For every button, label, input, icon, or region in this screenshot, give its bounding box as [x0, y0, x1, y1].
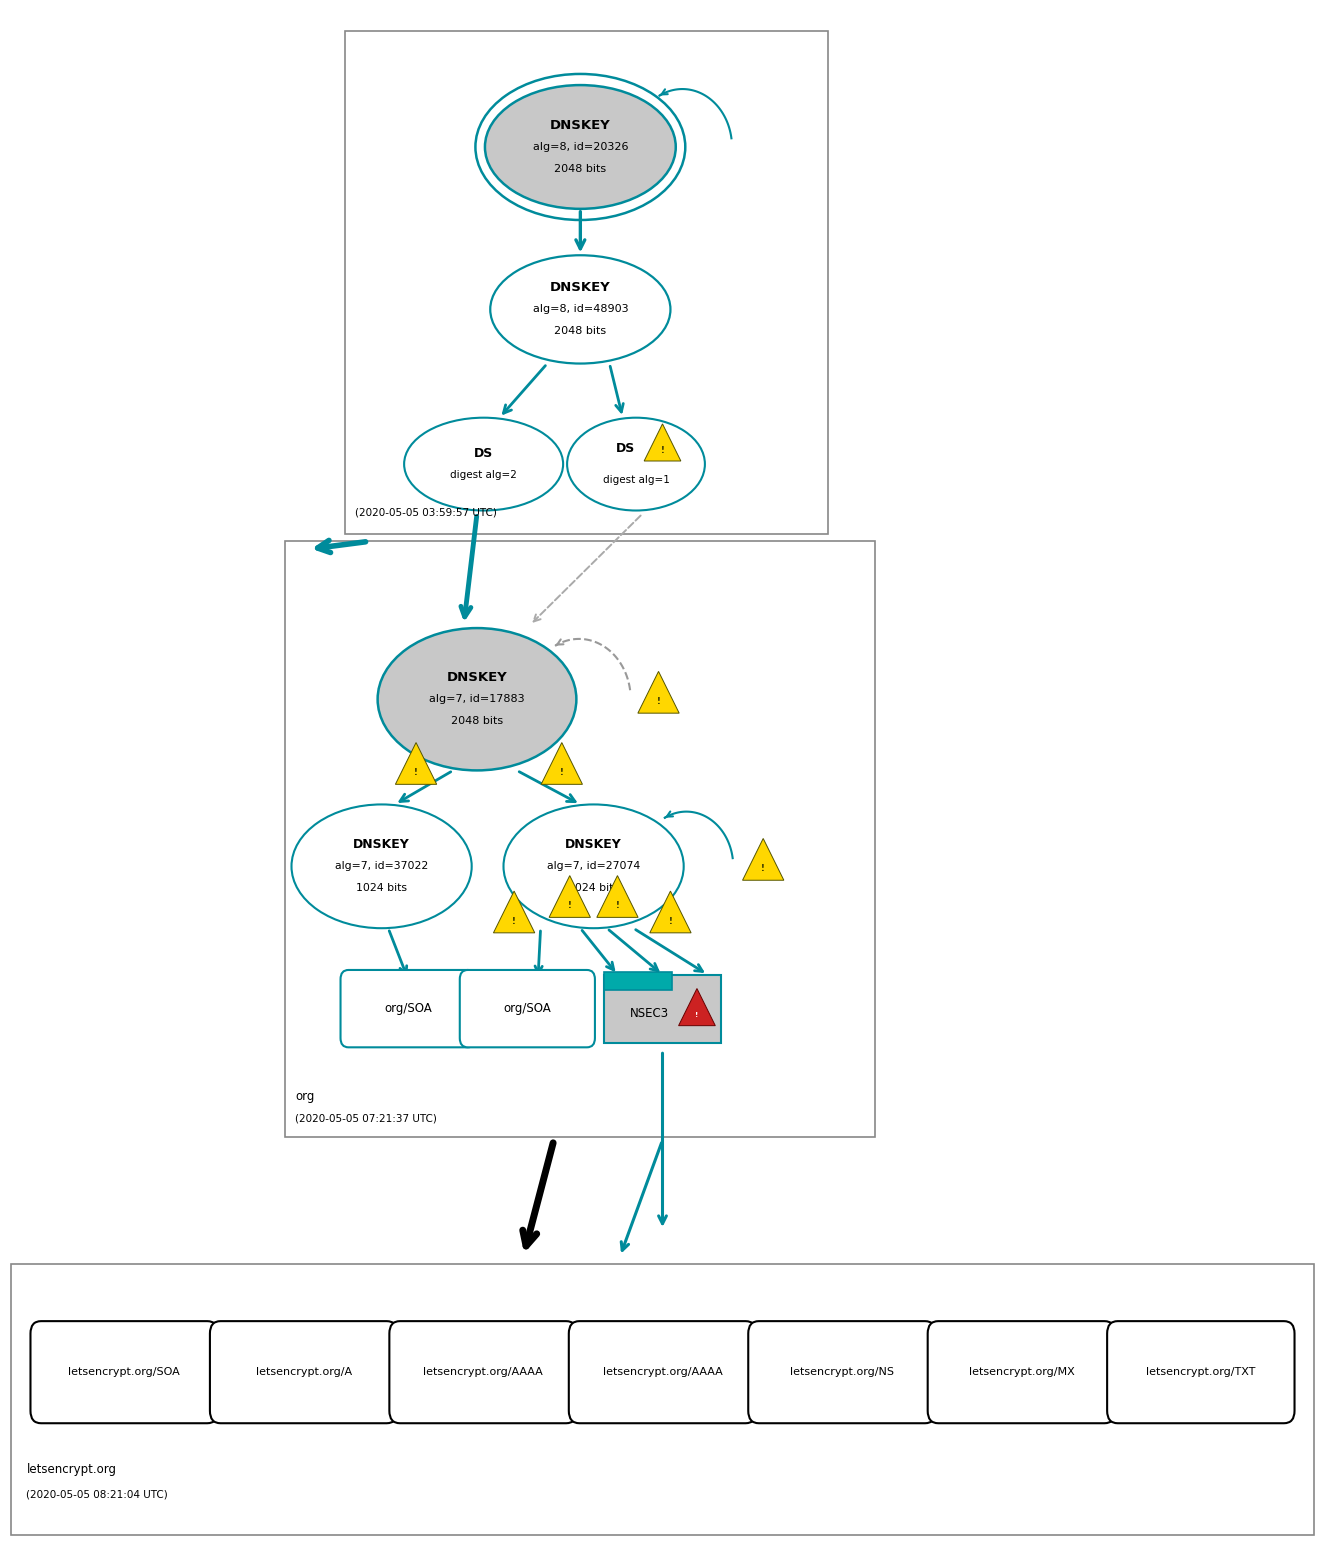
Text: 1024 bits: 1024 bits [356, 883, 407, 893]
Polygon shape [637, 671, 680, 713]
Text: letsencrypt.org/SOA: letsencrypt.org/SOA [69, 1368, 180, 1377]
Ellipse shape [485, 85, 676, 209]
Text: DNSKEY: DNSKEY [566, 838, 621, 851]
Text: alg=7, id=27074: alg=7, id=27074 [547, 862, 640, 871]
Text: (2020-05-05 08:21:04 UTC): (2020-05-05 08:21:04 UTC) [26, 1490, 168, 1499]
Text: 1024 bits: 1024 bits [568, 883, 619, 893]
FancyBboxPatch shape [749, 1321, 935, 1423]
Polygon shape [678, 989, 716, 1026]
Text: alg=7, id=37022: alg=7, id=37022 [335, 862, 428, 871]
FancyBboxPatch shape [927, 1321, 1116, 1423]
Ellipse shape [567, 418, 705, 511]
Text: alg=8, id=48903: alg=8, id=48903 [533, 305, 628, 314]
Text: !: ! [415, 769, 417, 777]
Text: org: org [295, 1091, 315, 1103]
FancyBboxPatch shape [344, 31, 828, 534]
Text: letsencrypt.org/AAAA: letsencrypt.org/AAAA [603, 1368, 722, 1377]
Ellipse shape [490, 255, 670, 364]
Text: org/SOA: org/SOA [384, 1002, 432, 1015]
Text: org/SOA: org/SOA [504, 1002, 551, 1015]
FancyBboxPatch shape [209, 1321, 398, 1423]
FancyBboxPatch shape [390, 1321, 576, 1423]
Polygon shape [649, 891, 692, 933]
Text: DNSKEY: DNSKEY [550, 282, 611, 294]
Ellipse shape [292, 804, 472, 928]
Text: DS: DS [474, 447, 493, 459]
Polygon shape [395, 743, 437, 784]
FancyBboxPatch shape [1108, 1321, 1295, 1423]
FancyBboxPatch shape [285, 541, 875, 1137]
Text: 2048 bits: 2048 bits [554, 164, 607, 173]
Text: DNSKEY: DNSKEY [550, 119, 611, 131]
Text: !: ! [568, 902, 571, 910]
Text: letsencrypt.org/NS: letsencrypt.org/NS [790, 1368, 894, 1377]
FancyBboxPatch shape [11, 1264, 1314, 1535]
Text: letsencrypt.org/AAAA: letsencrypt.org/AAAA [423, 1368, 543, 1377]
Text: DS: DS [616, 442, 635, 455]
FancyBboxPatch shape [30, 1321, 217, 1423]
Polygon shape [549, 876, 591, 917]
Ellipse shape [404, 418, 563, 511]
Text: !: ! [560, 769, 563, 777]
Text: digest alg=1: digest alg=1 [603, 475, 669, 484]
Text: letsencrypt.org: letsencrypt.org [26, 1463, 117, 1476]
Text: !: ! [616, 902, 619, 910]
Polygon shape [596, 876, 639, 917]
Text: (2020-05-05 07:21:37 UTC): (2020-05-05 07:21:37 UTC) [295, 1114, 437, 1123]
FancyBboxPatch shape [604, 972, 672, 990]
Text: alg=8, id=20326: alg=8, id=20326 [533, 142, 628, 152]
Text: alg=7, id=17883: alg=7, id=17883 [429, 695, 525, 704]
Text: !: ! [513, 917, 515, 925]
Text: letsencrypt.org/A: letsencrypt.org/A [256, 1368, 351, 1377]
Text: (2020-05-05 03:59:57 UTC): (2020-05-05 03:59:57 UTC) [355, 507, 497, 517]
Polygon shape [541, 743, 583, 784]
Polygon shape [742, 838, 784, 880]
Text: NSEC3: NSEC3 [629, 1007, 669, 1019]
Text: !: ! [657, 698, 660, 705]
Ellipse shape [378, 628, 576, 770]
Text: digest alg=2: digest alg=2 [451, 470, 517, 480]
Text: DNSKEY: DNSKEY [354, 838, 409, 851]
Text: !: ! [669, 917, 672, 925]
Text: letsencrypt.org/MX: letsencrypt.org/MX [969, 1368, 1075, 1377]
Ellipse shape [504, 804, 684, 928]
FancyBboxPatch shape [604, 975, 721, 1043]
Text: !: ! [696, 1012, 698, 1018]
FancyBboxPatch shape [568, 1321, 757, 1423]
Text: 2048 bits: 2048 bits [451, 716, 504, 726]
FancyBboxPatch shape [341, 970, 476, 1047]
Text: 2048 bits: 2048 bits [554, 326, 607, 336]
FancyBboxPatch shape [460, 970, 595, 1047]
Text: letsencrypt.org/TXT: letsencrypt.org/TXT [1146, 1368, 1256, 1377]
Polygon shape [644, 424, 681, 461]
Text: !: ! [661, 446, 664, 455]
Text: DNSKEY: DNSKEY [447, 671, 507, 684]
Text: !: ! [762, 865, 765, 873]
Polygon shape [493, 891, 535, 933]
